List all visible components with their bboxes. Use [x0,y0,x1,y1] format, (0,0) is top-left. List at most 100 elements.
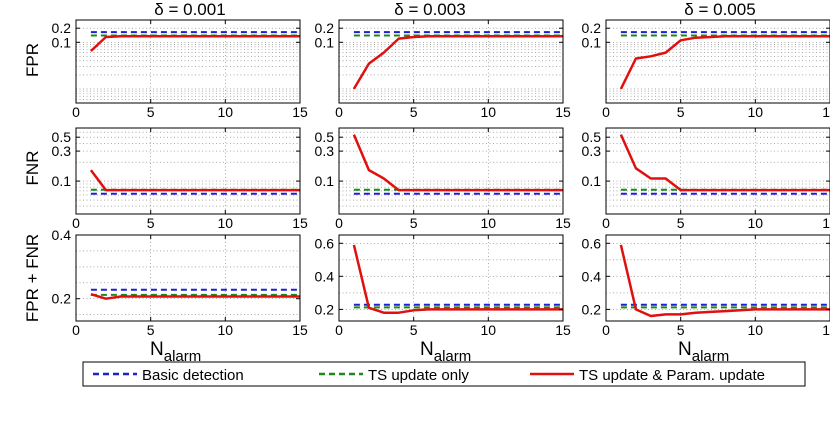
y-tick-label: 0.5 [315,129,335,145]
plot-frame [338,19,564,104]
panel-c3-fpr: 0.20.1 0 5 10 15 [582,19,830,120]
x-tick-label: 10 [218,322,234,338]
series-line-ts-param [90,293,300,300]
y-tick-label: 0.4 [582,268,602,284]
ylabel-fpr: FPR [23,43,42,77]
x-tick-label: 15 [822,104,830,120]
y-tick-label: 0.6 [315,235,335,251]
panel-c3-fnr: 0.50.3 0.1 0 5 10 15 [582,127,830,231]
column-title-1: δ = 0.001 [154,0,225,19]
x-tick-label: 5 [410,215,418,231]
y-tick-label: 0.5 [52,129,72,145]
y-tick-label: 0.3 [315,143,335,159]
x-tick-label: 5 [677,215,685,231]
xlabel-sub: alarm [692,348,730,365]
panels-group: 0.20.10 5 10 150.50.30.10 5 10 150.40.20 5 10 150… [52,19,830,338]
x-tick-label: 0 [335,322,343,338]
x-tick-label: 15 [555,104,571,120]
svg-text:Nalarm: Nalarm [678,339,729,365]
panel-c1-fnr: 0.50.3 0.1 0 5 10 15 [52,127,308,231]
y-tick-label: 0.2 [52,291,72,307]
column-title-3: δ = 0.005 [684,0,755,19]
svg-text:Nalarm: Nalarm [420,339,471,365]
x-tick-label: 10 [748,215,764,231]
x-tick-label: 15 [822,215,830,231]
y-tick-label: 0.2 [52,20,72,36]
series-line-ts-param [352,244,563,314]
xlabel-main: N [678,339,692,360]
plot-frame [338,127,564,215]
y-tick-label: 0.2 [315,301,335,317]
x-tick-label: 0 [72,104,80,120]
x-tick-label: 0 [602,322,610,338]
y-tick-label: 0.5 [582,129,602,145]
x-tick-label: 10 [748,104,764,120]
x-tick-label: 5 [147,215,155,231]
panel-c2-fpr: 0.20.1 0 5 10 15 [315,19,571,120]
x-tick-label: 0 [72,215,80,231]
series-line-ts-param [619,134,830,192]
y-tick-label: 0.1 [582,173,602,189]
svg-text:Nalarm: Nalarm [150,339,201,365]
y-tick-label: 0.3 [52,143,72,159]
y-tick-label: 0.2 [582,301,602,317]
x-tick-label: 10 [748,322,764,338]
x-tick-label: 5 [677,104,685,120]
x-tick-label: 0 [335,215,343,231]
x-tick-label: 0 [602,104,610,120]
series-line-ts-param [619,244,830,318]
panel-c3-fpr-fnr: 0.6 0.4 0.20 5 10 15 [582,234,830,338]
y-tick-label: 0.1 [52,34,72,50]
x-tick-label: 5 [410,322,418,338]
plot-frame [605,234,830,322]
xlabel-sub: alarm [434,348,472,365]
x-tick-label: 5 [147,104,155,120]
y-tick-label: 0.2 [582,20,602,36]
y-tick-label: 0.1 [315,34,335,50]
xlabel-col-3: Nalarm [678,339,729,365]
panel-c1-fpr: 0.20.1 0 5 10 15 [52,19,308,120]
xlabel-col-2: Nalarm [420,339,471,365]
legend-label-ts: TS update only [368,367,469,384]
panel-c2-fnr: 0.50.3 0.1 0 5 10 15 [315,127,571,231]
y-tick-label: 0.6 [582,235,602,251]
column-title-2: δ = 0.003 [394,0,465,19]
x-tick-label: 10 [481,215,497,231]
panel-c2-fpr-fnr: 0.6 0.4 0.20 5 10 15 [315,234,571,338]
plot-frame [75,127,301,215]
x-tick-label: 15 [292,215,308,231]
x-tick-label: 10 [218,215,234,231]
x-tick-label: 0 [602,215,610,231]
x-tick-label: 0 [335,104,343,120]
legend-label-basic: Basic detection [142,367,244,384]
x-tick-label: 5 [147,322,155,338]
xlabel-col-1: Nalarm [150,339,201,365]
legend-box [82,361,806,387]
x-tick-label: 15 [555,322,571,338]
series-line-ts-param [352,134,563,192]
xlabel-sub: alarm [164,348,202,365]
plot-frame [75,234,301,322]
plot-frame [338,234,564,322]
ylabel-fpr-fnr: FPR + FNR [23,234,42,322]
legend-label-full: TS update & Param. update [579,367,765,384]
x-tick-label: 5 [677,322,685,338]
x-tick-label: 15 [822,322,830,338]
ylabel-fnr: FNR [23,151,42,186]
x-tick-label: 10 [481,322,497,338]
x-tick-label: 15 [292,104,308,120]
plot-frame [605,127,830,215]
series-line-ts-param [90,34,300,52]
panel-c1-fpr-fnr: 0.4 0.20 5 10 15 [52,227,308,338]
y-tick-label: 0.2 [315,20,335,36]
y-tick-label: 0.4 [52,227,72,243]
x-tick-label: 5 [410,104,418,120]
y-tick-label: 0.1 [582,34,602,50]
series-line-ts-param [89,169,300,192]
xlabel-main: N [420,339,434,360]
x-tick-label: 15 [555,215,571,231]
y-tick-label: 0.1 [315,173,335,189]
plot-frame [75,19,301,104]
legend: Basic detection TS update only TS update… [82,361,806,387]
